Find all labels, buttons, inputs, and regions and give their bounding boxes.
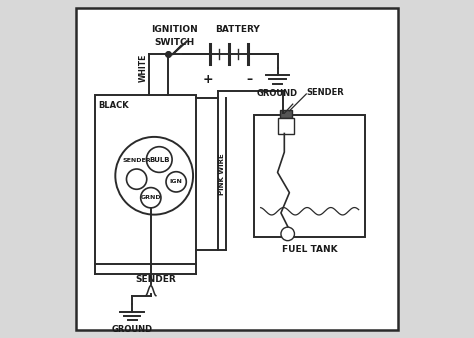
Text: –: –: [246, 73, 253, 86]
Text: SENDER: SENDER: [306, 89, 344, 97]
Text: SWITCH: SWITCH: [155, 38, 195, 47]
Text: SENDER: SENDER: [122, 158, 151, 163]
Text: BATTERY: BATTERY: [215, 25, 259, 34]
Text: BULB: BULB: [149, 156, 170, 163]
Circle shape: [141, 188, 161, 208]
Text: IGN: IGN: [170, 179, 182, 184]
Bar: [278, 118, 294, 134]
Text: SENDER: SENDER: [136, 275, 176, 285]
Text: IGNITION: IGNITION: [151, 25, 198, 34]
Circle shape: [281, 227, 294, 241]
Text: GROUND: GROUND: [257, 89, 298, 98]
Bar: [95, 95, 196, 264]
Text: +: +: [203, 73, 214, 86]
Bar: [254, 115, 365, 237]
Bar: [280, 110, 292, 118]
Text: PINK WIRE: PINK WIRE: [219, 153, 225, 195]
Text: GRND: GRND: [140, 195, 161, 200]
Text: FUEL TANK: FUEL TANK: [282, 245, 337, 254]
Circle shape: [166, 172, 186, 192]
Text: BLACK: BLACK: [99, 101, 129, 111]
Circle shape: [127, 169, 147, 189]
Circle shape: [146, 147, 172, 172]
Text: GROUND: GROUND: [112, 325, 153, 334]
Circle shape: [115, 137, 193, 215]
Text: WHITE: WHITE: [139, 53, 148, 82]
